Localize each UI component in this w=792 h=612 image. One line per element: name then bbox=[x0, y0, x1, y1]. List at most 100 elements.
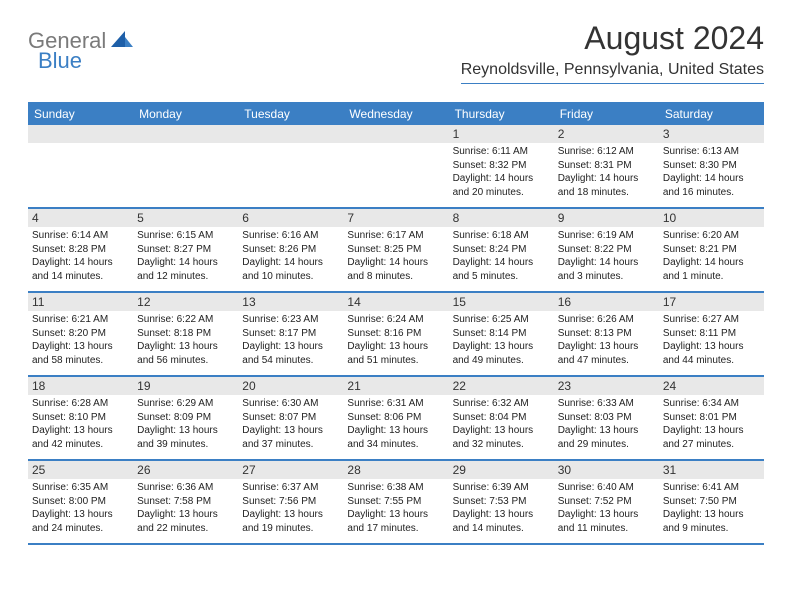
sunrise-text: Sunrise: 6:25 AM bbox=[453, 313, 550, 327]
day-number bbox=[28, 125, 133, 143]
day-body: Sunrise: 6:30 AMSunset: 8:07 PMDaylight:… bbox=[238, 395, 343, 455]
day-cell: 11Sunrise: 6:21 AMSunset: 8:20 PMDayligh… bbox=[28, 293, 133, 375]
sunrise-text: Sunrise: 6:15 AM bbox=[137, 229, 234, 243]
sunrise-text: Sunrise: 6:24 AM bbox=[347, 313, 444, 327]
sunrise-text: Sunrise: 6:34 AM bbox=[663, 397, 760, 411]
day-body: Sunrise: 6:33 AMSunset: 8:03 PMDaylight:… bbox=[554, 395, 659, 455]
sunset-text: Sunset: 8:28 PM bbox=[32, 243, 129, 257]
daylight-text: Daylight: 13 hours and 56 minutes. bbox=[137, 340, 234, 367]
location-text: Reynoldsville, Pennsylvania, United Stat… bbox=[461, 61, 764, 84]
day-body: Sunrise: 6:26 AMSunset: 8:13 PMDaylight:… bbox=[554, 311, 659, 371]
daylight-text: Daylight: 13 hours and 47 minutes. bbox=[558, 340, 655, 367]
day-body: Sunrise: 6:23 AMSunset: 8:17 PMDaylight:… bbox=[238, 311, 343, 371]
day-number: 20 bbox=[238, 377, 343, 395]
sunset-text: Sunset: 7:50 PM bbox=[663, 495, 760, 509]
day-body: Sunrise: 6:41 AMSunset: 7:50 PMDaylight:… bbox=[659, 479, 764, 539]
sunset-text: Sunset: 7:53 PM bbox=[453, 495, 550, 509]
day-number: 22 bbox=[449, 377, 554, 395]
day-number: 28 bbox=[343, 461, 448, 479]
sunrise-text: Sunrise: 6:17 AM bbox=[347, 229, 444, 243]
daylight-text: Daylight: 13 hours and 32 minutes. bbox=[453, 424, 550, 451]
daylight-text: Daylight: 13 hours and 42 minutes. bbox=[32, 424, 129, 451]
day-number: 8 bbox=[449, 209, 554, 227]
daylight-text: Daylight: 13 hours and 11 minutes. bbox=[558, 508, 655, 535]
sunrise-text: Sunrise: 6:39 AM bbox=[453, 481, 550, 495]
month-title: August 2024 bbox=[461, 20, 764, 57]
sunrise-text: Sunrise: 6:32 AM bbox=[453, 397, 550, 411]
sunrise-text: Sunrise: 6:37 AM bbox=[242, 481, 339, 495]
day-number: 31 bbox=[659, 461, 764, 479]
day-number: 24 bbox=[659, 377, 764, 395]
day-body: Sunrise: 6:35 AMSunset: 8:00 PMDaylight:… bbox=[28, 479, 133, 539]
sunset-text: Sunset: 8:00 PM bbox=[32, 495, 129, 509]
week-row: 25Sunrise: 6:35 AMSunset: 8:00 PMDayligh… bbox=[28, 461, 764, 545]
sunrise-text: Sunrise: 6:22 AM bbox=[137, 313, 234, 327]
day-body: Sunrise: 6:17 AMSunset: 8:25 PMDaylight:… bbox=[343, 227, 448, 287]
day-body: Sunrise: 6:31 AMSunset: 8:06 PMDaylight:… bbox=[343, 395, 448, 455]
daylight-text: Daylight: 13 hours and 37 minutes. bbox=[242, 424, 339, 451]
daylight-text: Daylight: 13 hours and 54 minutes. bbox=[242, 340, 339, 367]
day-number: 4 bbox=[28, 209, 133, 227]
day-body: Sunrise: 6:38 AMSunset: 7:55 PMDaylight:… bbox=[343, 479, 448, 539]
day-cell: 31Sunrise: 6:41 AMSunset: 7:50 PMDayligh… bbox=[659, 461, 764, 543]
sunrise-text: Sunrise: 6:38 AM bbox=[347, 481, 444, 495]
day-body bbox=[238, 143, 343, 149]
day-number: 23 bbox=[554, 377, 659, 395]
day-cell: 17Sunrise: 6:27 AMSunset: 8:11 PMDayligh… bbox=[659, 293, 764, 375]
sunrise-text: Sunrise: 6:35 AM bbox=[32, 481, 129, 495]
day-body: Sunrise: 6:34 AMSunset: 8:01 PMDaylight:… bbox=[659, 395, 764, 455]
day-number: 18 bbox=[28, 377, 133, 395]
day-number: 3 bbox=[659, 125, 764, 143]
day-body: Sunrise: 6:13 AMSunset: 8:30 PMDaylight:… bbox=[659, 143, 764, 203]
day-body: Sunrise: 6:39 AMSunset: 7:53 PMDaylight:… bbox=[449, 479, 554, 539]
day-body: Sunrise: 6:12 AMSunset: 8:31 PMDaylight:… bbox=[554, 143, 659, 203]
daylight-text: Daylight: 13 hours and 9 minutes. bbox=[663, 508, 760, 535]
sunrise-text: Sunrise: 6:19 AM bbox=[558, 229, 655, 243]
day-number: 21 bbox=[343, 377, 448, 395]
sunset-text: Sunset: 8:25 PM bbox=[347, 243, 444, 257]
day-cell: 14Sunrise: 6:24 AMSunset: 8:16 PMDayligh… bbox=[343, 293, 448, 375]
day-number: 26 bbox=[133, 461, 238, 479]
sunset-text: Sunset: 8:26 PM bbox=[242, 243, 339, 257]
day-number: 11 bbox=[28, 293, 133, 311]
sunset-text: Sunset: 8:10 PM bbox=[32, 411, 129, 425]
day-body: Sunrise: 6:19 AMSunset: 8:22 PMDaylight:… bbox=[554, 227, 659, 287]
day-body: Sunrise: 6:16 AMSunset: 8:26 PMDaylight:… bbox=[238, 227, 343, 287]
day-cell: 24Sunrise: 6:34 AMSunset: 8:01 PMDayligh… bbox=[659, 377, 764, 459]
sunrise-text: Sunrise: 6:14 AM bbox=[32, 229, 129, 243]
sunset-text: Sunset: 8:06 PM bbox=[347, 411, 444, 425]
day-cell: 7Sunrise: 6:17 AMSunset: 8:25 PMDaylight… bbox=[343, 209, 448, 291]
sunset-text: Sunset: 7:58 PM bbox=[137, 495, 234, 509]
day-number: 6 bbox=[238, 209, 343, 227]
daylight-text: Daylight: 14 hours and 3 minutes. bbox=[558, 256, 655, 283]
day-cell: 25Sunrise: 6:35 AMSunset: 8:00 PMDayligh… bbox=[28, 461, 133, 543]
sunrise-text: Sunrise: 6:23 AM bbox=[242, 313, 339, 327]
day-body: Sunrise: 6:29 AMSunset: 8:09 PMDaylight:… bbox=[133, 395, 238, 455]
sunset-text: Sunset: 8:32 PM bbox=[453, 159, 550, 173]
day-number: 13 bbox=[238, 293, 343, 311]
weekday-cell: Saturday bbox=[659, 103, 764, 125]
sunrise-text: Sunrise: 6:27 AM bbox=[663, 313, 760, 327]
daylight-text: Daylight: 13 hours and 27 minutes. bbox=[663, 424, 760, 451]
sunset-text: Sunset: 8:04 PM bbox=[453, 411, 550, 425]
triangle-icon bbox=[111, 31, 133, 52]
daylight-text: Daylight: 14 hours and 12 minutes. bbox=[137, 256, 234, 283]
day-number: 25 bbox=[28, 461, 133, 479]
week-row: 18Sunrise: 6:28 AMSunset: 8:10 PMDayligh… bbox=[28, 377, 764, 461]
daylight-text: Daylight: 13 hours and 24 minutes. bbox=[32, 508, 129, 535]
daylight-text: Daylight: 14 hours and 5 minutes. bbox=[453, 256, 550, 283]
day-number: 17 bbox=[659, 293, 764, 311]
day-number bbox=[343, 125, 448, 143]
daylight-text: Daylight: 14 hours and 8 minutes. bbox=[347, 256, 444, 283]
sunrise-text: Sunrise: 6:31 AM bbox=[347, 397, 444, 411]
sunrise-text: Sunrise: 6:29 AM bbox=[137, 397, 234, 411]
day-number: 7 bbox=[343, 209, 448, 227]
sunset-text: Sunset: 8:27 PM bbox=[137, 243, 234, 257]
sunset-text: Sunset: 8:31 PM bbox=[558, 159, 655, 173]
brand-text-blue: Blue bbox=[38, 48, 82, 74]
sunset-text: Sunset: 8:24 PM bbox=[453, 243, 550, 257]
sunrise-text: Sunrise: 6:11 AM bbox=[453, 145, 550, 159]
sunset-text: Sunset: 8:07 PM bbox=[242, 411, 339, 425]
day-body: Sunrise: 6:22 AMSunset: 8:18 PMDaylight:… bbox=[133, 311, 238, 371]
week-row: 11Sunrise: 6:21 AMSunset: 8:20 PMDayligh… bbox=[28, 293, 764, 377]
